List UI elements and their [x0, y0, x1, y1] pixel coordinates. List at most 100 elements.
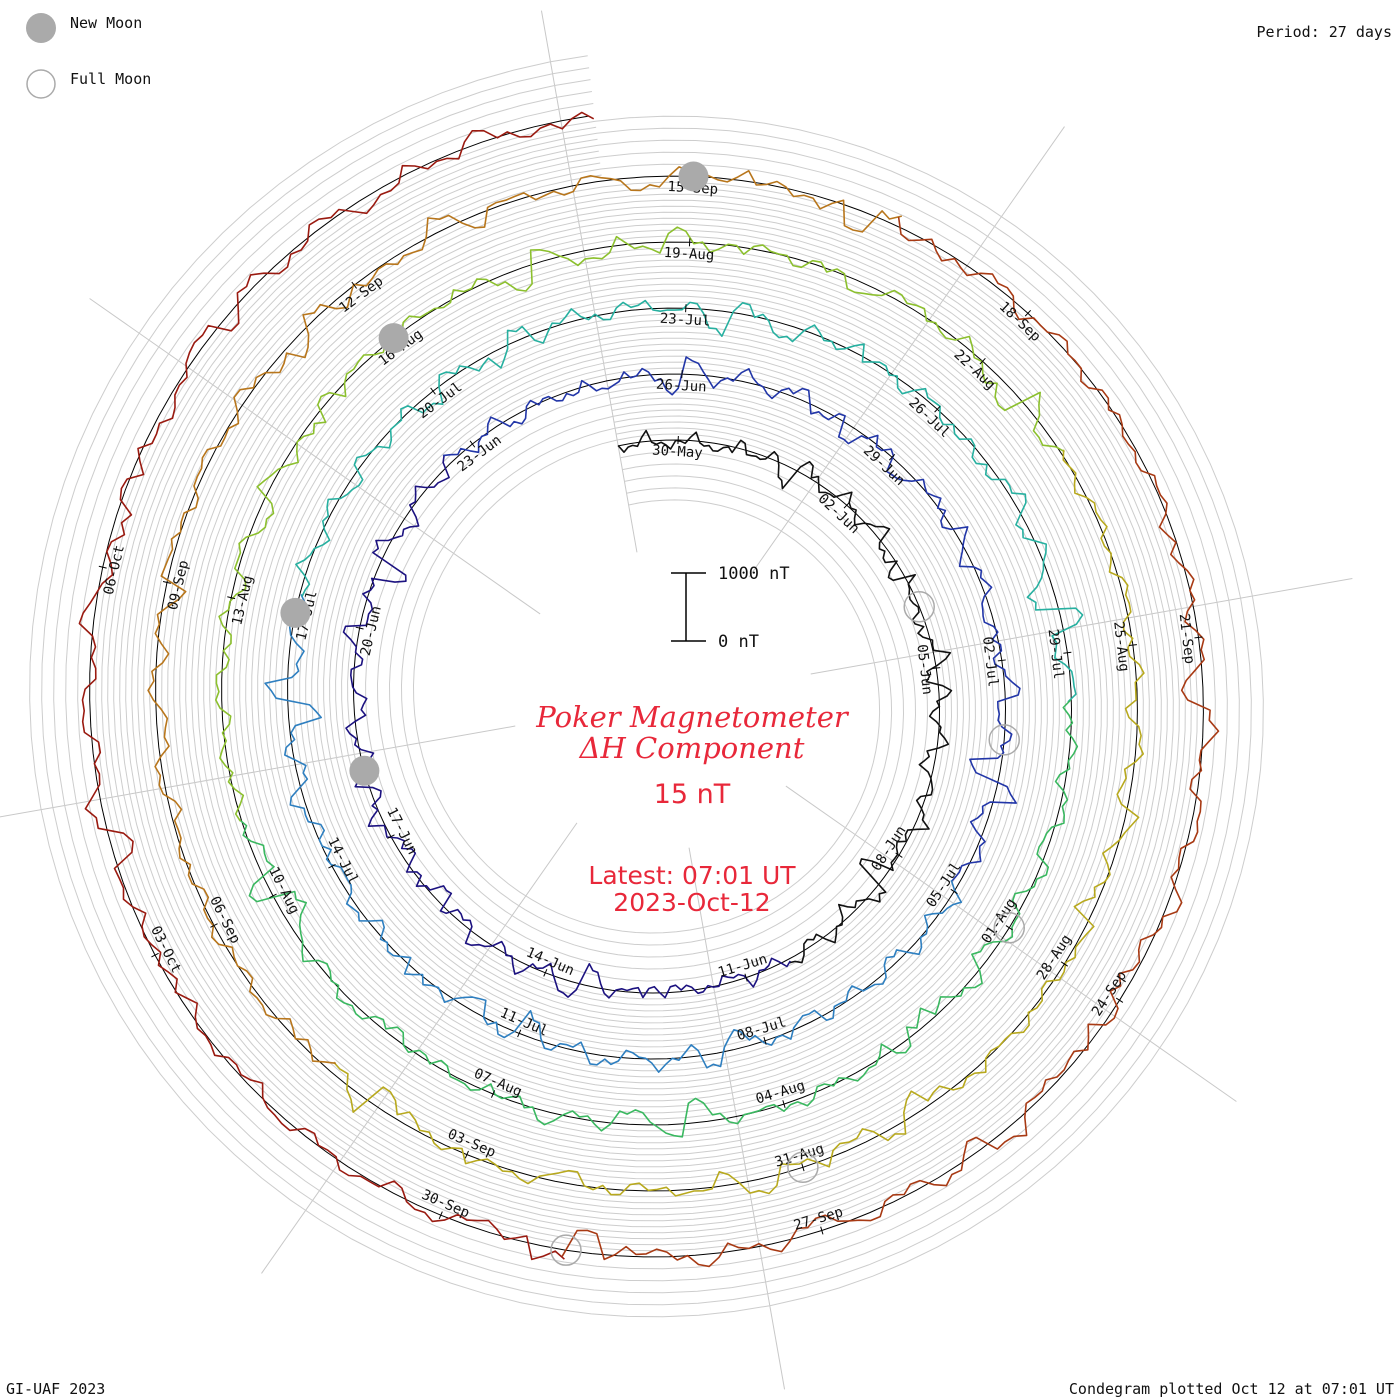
spiral-guide-ring	[125, 150, 1168, 1222]
date-tick	[210, 923, 218, 928]
latest-date-label: 2023-Oct-12	[613, 888, 770, 917]
chart-title-line1: Poker Magnetometer	[535, 700, 850, 734]
date-tick	[227, 596, 236, 600]
date-tick	[1024, 309, 1032, 317]
date-tick	[1115, 997, 1124, 1003]
full-moon-marker	[993, 911, 1026, 944]
date-label: 27-Sep	[792, 1204, 845, 1234]
date-tick	[387, 834, 395, 839]
date-label: 30-May	[652, 443, 703, 462]
chart-title-line2: ΔH Component	[579, 731, 805, 765]
trace-series-turn-9	[147, 166, 902, 1065]
date-tick	[979, 357, 986, 365]
spiral-guide-ring	[41, 67, 1252, 1306]
scale-bar-top-label: 1000 nT	[718, 564, 790, 584]
date-tick	[934, 405, 941, 413]
date-tick	[490, 1090, 496, 1098]
trace-series-turn-8	[333, 449, 1145, 1197]
date-tick	[782, 1100, 786, 1109]
date-label: 19-Aug	[663, 245, 714, 264]
date-tick	[355, 626, 364, 630]
trace-series-turn-5	[295, 299, 1084, 703]
spiral-guide-ring	[137, 162, 1156, 1210]
date-tick	[517, 1029, 522, 1038]
date-tick	[438, 1211, 443, 1220]
date-tick	[151, 952, 159, 958]
date-tick	[997, 659, 1006, 662]
date-tick	[1128, 644, 1137, 647]
legend-full-moon-icon	[26, 69, 56, 99]
trace-series-turn-6	[238, 699, 1079, 1138]
date-label: 02-Jul	[979, 636, 1001, 688]
date-tick	[895, 852, 903, 858]
date-tick	[1060, 961, 1069, 967]
new-moon-marker	[378, 323, 409, 354]
full-moon-marker	[903, 590, 935, 623]
legend-new-moon-icon	[26, 13, 56, 43]
date-tick	[950, 888, 958, 895]
moon-layer	[280, 161, 1026, 1266]
spiral-guide-ring	[65, 91, 1228, 1282]
full-moon-marker	[550, 1234, 582, 1266]
date-tick	[430, 387, 436, 395]
full-moon-marker	[988, 724, 1020, 756]
scale-value-label: 15 nT	[654, 779, 731, 810]
date-label: 09-Sep	[165, 559, 192, 612]
spiral-guide-ring	[77, 103, 1216, 1270]
date-tick	[464, 1150, 469, 1159]
date-label: 06-Oct	[101, 544, 128, 597]
radial-spoke	[748, 126, 1065, 578]
date-label: 13-Aug	[229, 574, 256, 627]
date-tick	[763, 1036, 767, 1045]
date-tick	[932, 667, 941, 670]
date-tick	[1194, 636, 1203, 639]
date-label: 21-Sep	[1176, 613, 1198, 665]
date-label: 25-Aug	[1110, 620, 1132, 672]
date-tick	[351, 281, 357, 289]
date-tick	[820, 1226, 824, 1235]
trace-series-turn-3	[442, 356, 1021, 883]
date-tick	[269, 893, 277, 899]
trace-series-turn-2	[342, 454, 791, 999]
new-moon-marker	[678, 161, 709, 192]
spiral-guide-ring	[53, 79, 1240, 1294]
date-label: 17-Jun	[383, 805, 420, 857]
date-label: 26-Jun	[656, 377, 707, 396]
date-tick	[469, 440, 476, 448]
date-tick	[843, 501, 850, 509]
date-label: 08-Jul	[735, 1014, 788, 1044]
radial-spoke	[785, 785, 1237, 1102]
date-tick	[744, 973, 748, 982]
trace-series-turn-10	[561, 216, 1220, 1268]
new-moon-marker	[280, 597, 311, 628]
trace-series-turn-4	[264, 594, 963, 1073]
trace-series-turn-7	[215, 226, 1065, 822]
date-label: 11-Jun	[716, 951, 769, 981]
date-tick	[162, 581, 171, 584]
radial-spoke	[0, 725, 516, 818]
new-moon-marker	[349, 755, 380, 786]
plotted-label: Condegram plotted Oct 12 at 07:01 UT	[1068, 1380, 1394, 1398]
spiral-guide-ring	[101, 126, 1192, 1246]
date-label: 23-Jul	[659, 311, 710, 330]
legend-full-moon-label: Full Moon	[70, 70, 152, 88]
period-label: Period: 27 days	[1256, 23, 1392, 41]
date-tick	[98, 565, 107, 569]
date-tick	[543, 968, 548, 977]
scale-bar	[671, 572, 706, 642]
credit-label: GI-UAF 2023	[6, 1380, 106, 1398]
full-moon-marker	[787, 1151, 819, 1184]
radial-spoke	[688, 847, 786, 1390]
radial-spoke	[540, 10, 638, 553]
date-tick	[328, 864, 336, 869]
trace-series-turn-11	[78, 111, 595, 1261]
latest-time-label: Latest: 07:01 UT	[588, 861, 796, 890]
legend-new-moon-label: New Moon	[70, 14, 143, 32]
radial-spoke	[89, 298, 541, 615]
date-tick	[1063, 651, 1072, 654]
date-label: 29-Jul	[1045, 628, 1067, 680]
trace-layer	[78, 111, 1220, 1268]
date-tick	[888, 453, 896, 461]
date-tick	[1005, 925, 1013, 931]
